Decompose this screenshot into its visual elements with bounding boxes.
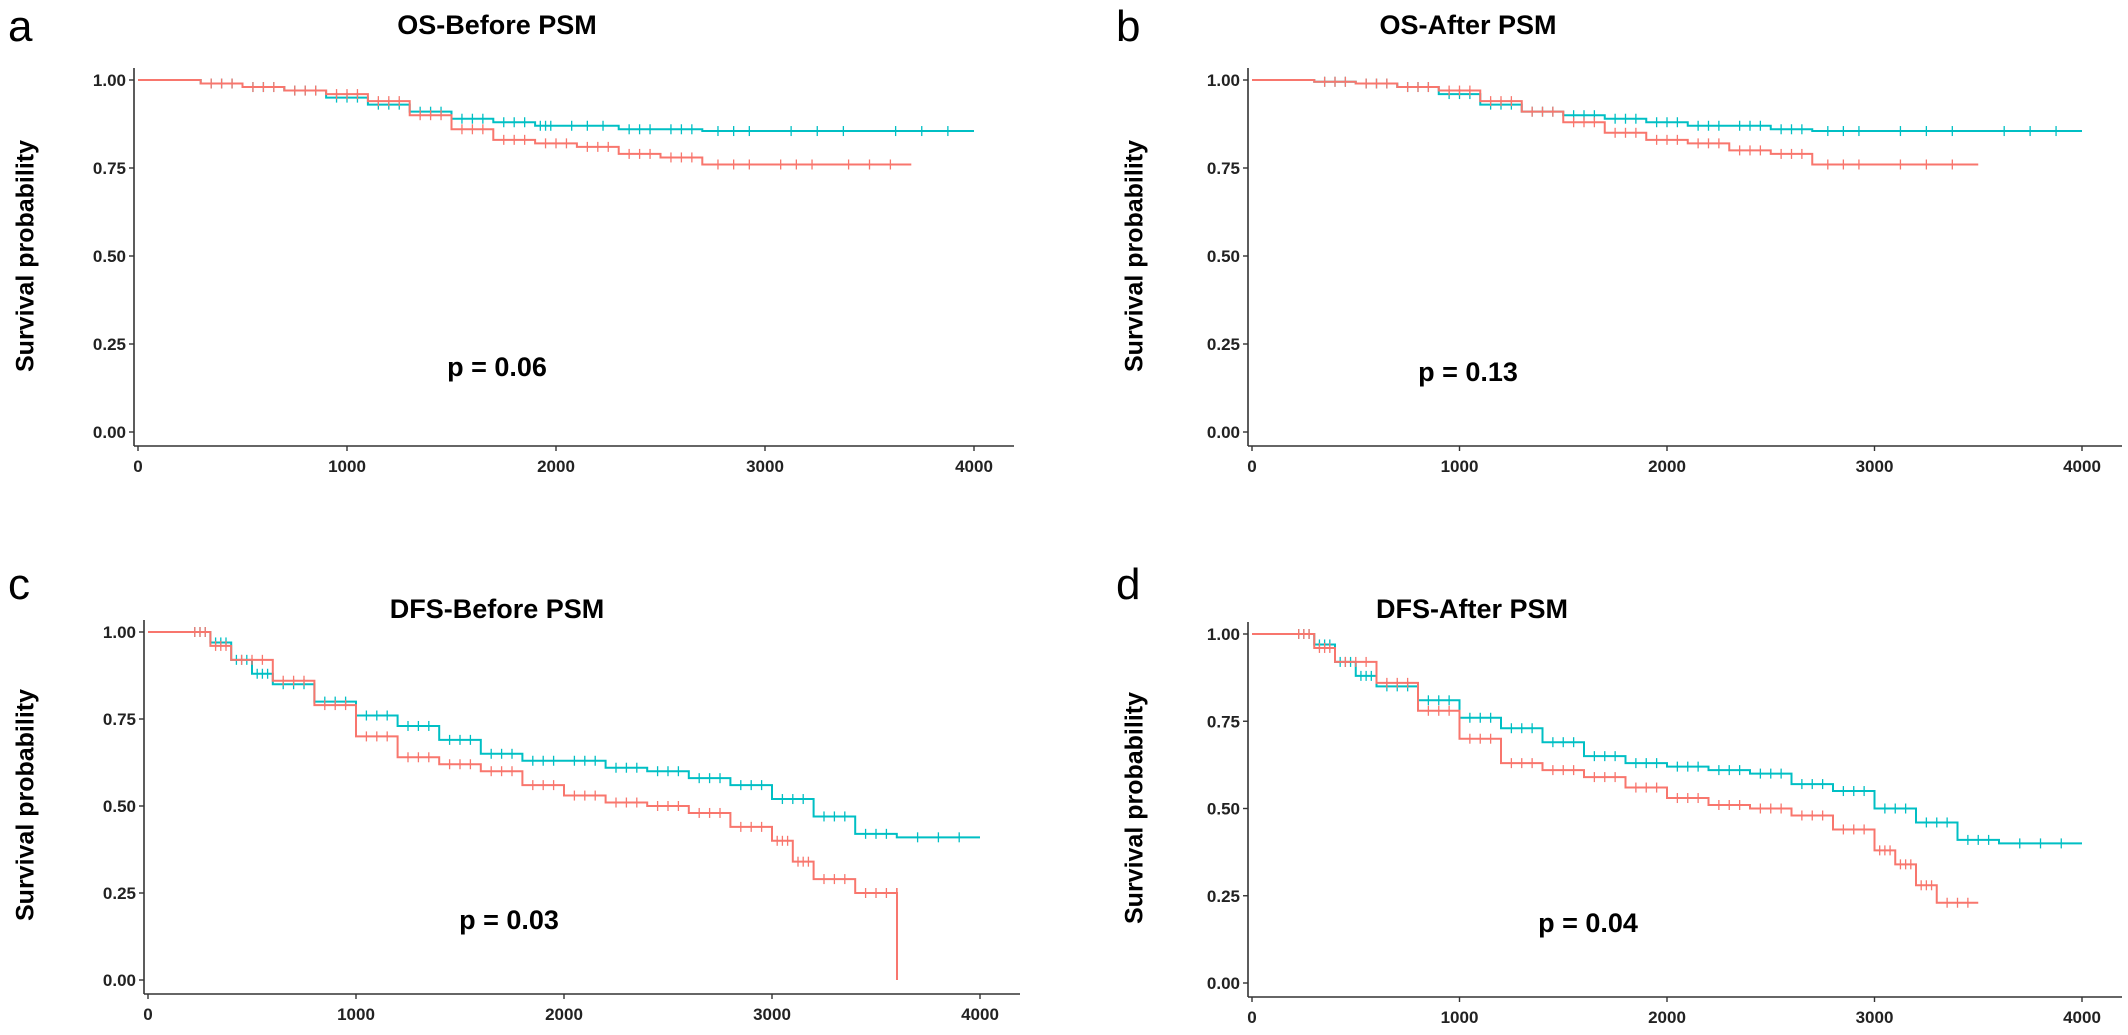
- panel-a: 0.00 0.25 0.50 0.75 1.00 0 1000 2000 3000 4000: [93, 68, 1014, 476]
- x-tick-label: 3000: [746, 457, 784, 476]
- survival-curve-2: [148, 631, 899, 980]
- chart-title: OS-Before PSM: [397, 10, 597, 40]
- y-tick-label: 0.00: [93, 423, 126, 442]
- y-tick-label: 1.00: [93, 71, 126, 90]
- x-tick-label: 2000: [1648, 457, 1686, 476]
- x-tick-label: 4000: [2063, 457, 2101, 476]
- x-tick-label: 4000: [2063, 1008, 2101, 1027]
- chart-title: DFS-Before PSM: [389, 594, 605, 624]
- y-axis-label: Survival probability: [11, 688, 40, 922]
- x-tick-label: 3000: [1856, 457, 1894, 476]
- x-tick-label: 4000: [961, 1005, 999, 1024]
- x-tick-label: 4000: [955, 457, 993, 476]
- x-tick-label: 1000: [337, 1005, 375, 1024]
- y-tick-label: 1.00: [103, 623, 136, 642]
- y-axis-label: Survival probability: [11, 139, 40, 373]
- y-tick-label: 0.25: [1207, 887, 1240, 906]
- y-tick-label: 0.25: [93, 335, 126, 354]
- panel-d: 0.00 0.25 0.50 0.75 1.00 0 1000 2000 3000 4000: [1207, 622, 2122, 1027]
- y-tick-label: 0.75: [1207, 712, 1240, 731]
- y-tick-label: 0.75: [93, 159, 126, 178]
- panel-label: b: [1116, 2, 1141, 51]
- x-tick-label: 0: [133, 457, 142, 476]
- y-tick-label: 0.50: [103, 797, 136, 816]
- panel-b: 0.00 0.25 0.50 0.75 1.00 0 1000 2000 3000 4000: [1207, 68, 2122, 476]
- y-tick-label: 0.50: [1207, 247, 1240, 266]
- x-tick-label: 3000: [1856, 1008, 1894, 1027]
- panel-label: a: [8, 2, 33, 51]
- x-tick-label: 2000: [1648, 1008, 1686, 1027]
- y-tick-label: 1.00: [1207, 625, 1240, 644]
- survival-curve-2: [1252, 633, 1979, 904]
- survival-curve-2: [1252, 79, 1979, 166]
- y-axis-label: Survival probability: [1120, 139, 1149, 373]
- y-tick-label: 0.00: [1207, 423, 1240, 442]
- p-value-annotation: p = 0.04: [1538, 908, 1638, 938]
- y-tick-label: 0.25: [1207, 335, 1240, 354]
- p-value-annotation: p = 0.03: [459, 905, 559, 935]
- y-tick-label: 0.75: [1207, 159, 1240, 178]
- x-tick-label: 0: [1247, 1008, 1256, 1027]
- x-tick-label: 2000: [545, 1005, 583, 1024]
- panel-c: 0.00 0.25 0.50 0.75 1.00 0 1000 2000 3000 4000: [103, 620, 1020, 1024]
- y-tick-label: 0.00: [1207, 974, 1240, 993]
- y-tick-label: 0.25: [103, 884, 136, 903]
- survival-curve-1: [1252, 633, 2082, 845]
- y-tick-label: 0.50: [93, 247, 126, 266]
- x-tick-label: 3000: [753, 1005, 791, 1024]
- y-tick-label: 0.00: [103, 971, 136, 990]
- panel-label: c: [8, 560, 30, 609]
- p-value-annotation: p = 0.06: [447, 352, 547, 382]
- x-tick-label: 1000: [1441, 1008, 1479, 1027]
- x-tick-label: 1000: [1441, 457, 1479, 476]
- y-tick-label: 0.50: [1207, 800, 1240, 819]
- x-tick-label: 0: [143, 1005, 152, 1024]
- y-axis-label: Survival probability: [1120, 691, 1149, 925]
- y-tick-label: 1.00: [1207, 71, 1240, 90]
- x-tick-label: 2000: [537, 457, 575, 476]
- x-tick-label: 0: [1247, 457, 1256, 476]
- p-value-annotation: p = 0.13: [1418, 357, 1518, 387]
- y-tick-label: 0.75: [103, 710, 136, 729]
- panel-label: d: [1116, 560, 1141, 609]
- chart-title: DFS-After PSM: [1375, 594, 1569, 624]
- chart-title: OS-After PSM: [1379, 10, 1557, 40]
- x-tick-label: 1000: [328, 457, 366, 476]
